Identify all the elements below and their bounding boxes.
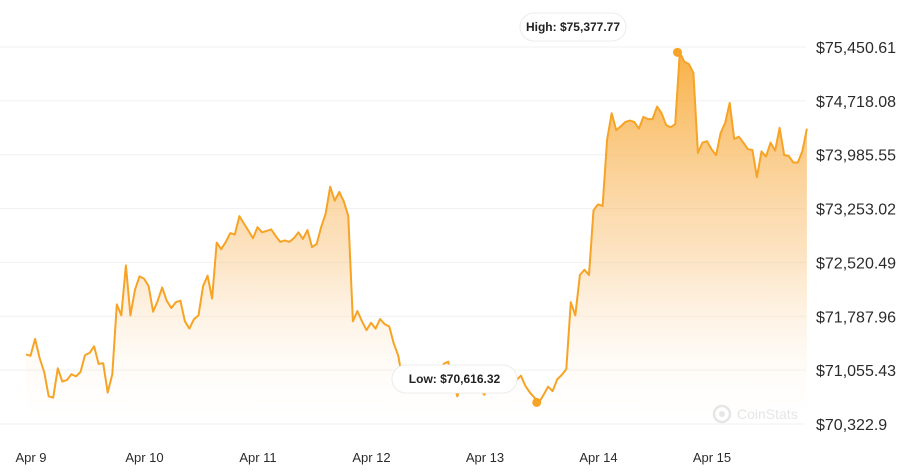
y-tick-label: $73,985.55: [816, 148, 896, 165]
y-tick-label: $71,055.43: [816, 363, 896, 380]
callouts: High: $75,377.77 Low: $70,616.32: [391, 12, 682, 407]
high-label: High: $75,377.77: [526, 20, 620, 34]
price-area-fill: [26, 52, 807, 425]
watermark: CoinStats: [712, 404, 798, 424]
x-tick-label: Apr 13: [466, 450, 504, 465]
coinstats-logo-icon: [712, 404, 732, 424]
y-tick-label: $73,253.02: [816, 202, 896, 219]
x-axis: Apr 9 Apr 10 Apr 11 Apr 12 Apr 13 Apr 14 Apr 1…: [15, 450, 731, 465]
y-axis: $75,450.61 $74,718.08 $73,985.55 $73,253.02…: [816, 40, 896, 434]
y-tick-label: $75,450.61: [816, 40, 896, 57]
price-area: [26, 52, 807, 425]
y-tick-label: $71,787.96: [816, 309, 896, 326]
x-tick-label: Apr 12: [352, 450, 390, 465]
x-tick-label: Apr 14: [579, 450, 617, 465]
x-tick-label: Apr 9: [15, 450, 46, 465]
x-tick-label: Apr 15: [693, 450, 731, 465]
low-marker: [532, 397, 542, 407]
y-tick-label: $74,718.08: [816, 94, 896, 111]
y-tick-label: $72,520.49: [816, 255, 896, 272]
x-tick-label: Apr 10: [125, 450, 163, 465]
high-marker: [672, 47, 682, 57]
high-callout: [519, 12, 627, 42]
coinstats-logo-dot: [719, 411, 725, 417]
x-tick-label: Apr 11: [239, 450, 276, 465]
low-callout: [391, 364, 518, 394]
watermark-text: CoinStats: [737, 406, 798, 422]
y-tick-label: $70,322.9: [816, 417, 887, 434]
low-label: Low: $70,616.32: [409, 372, 501, 386]
